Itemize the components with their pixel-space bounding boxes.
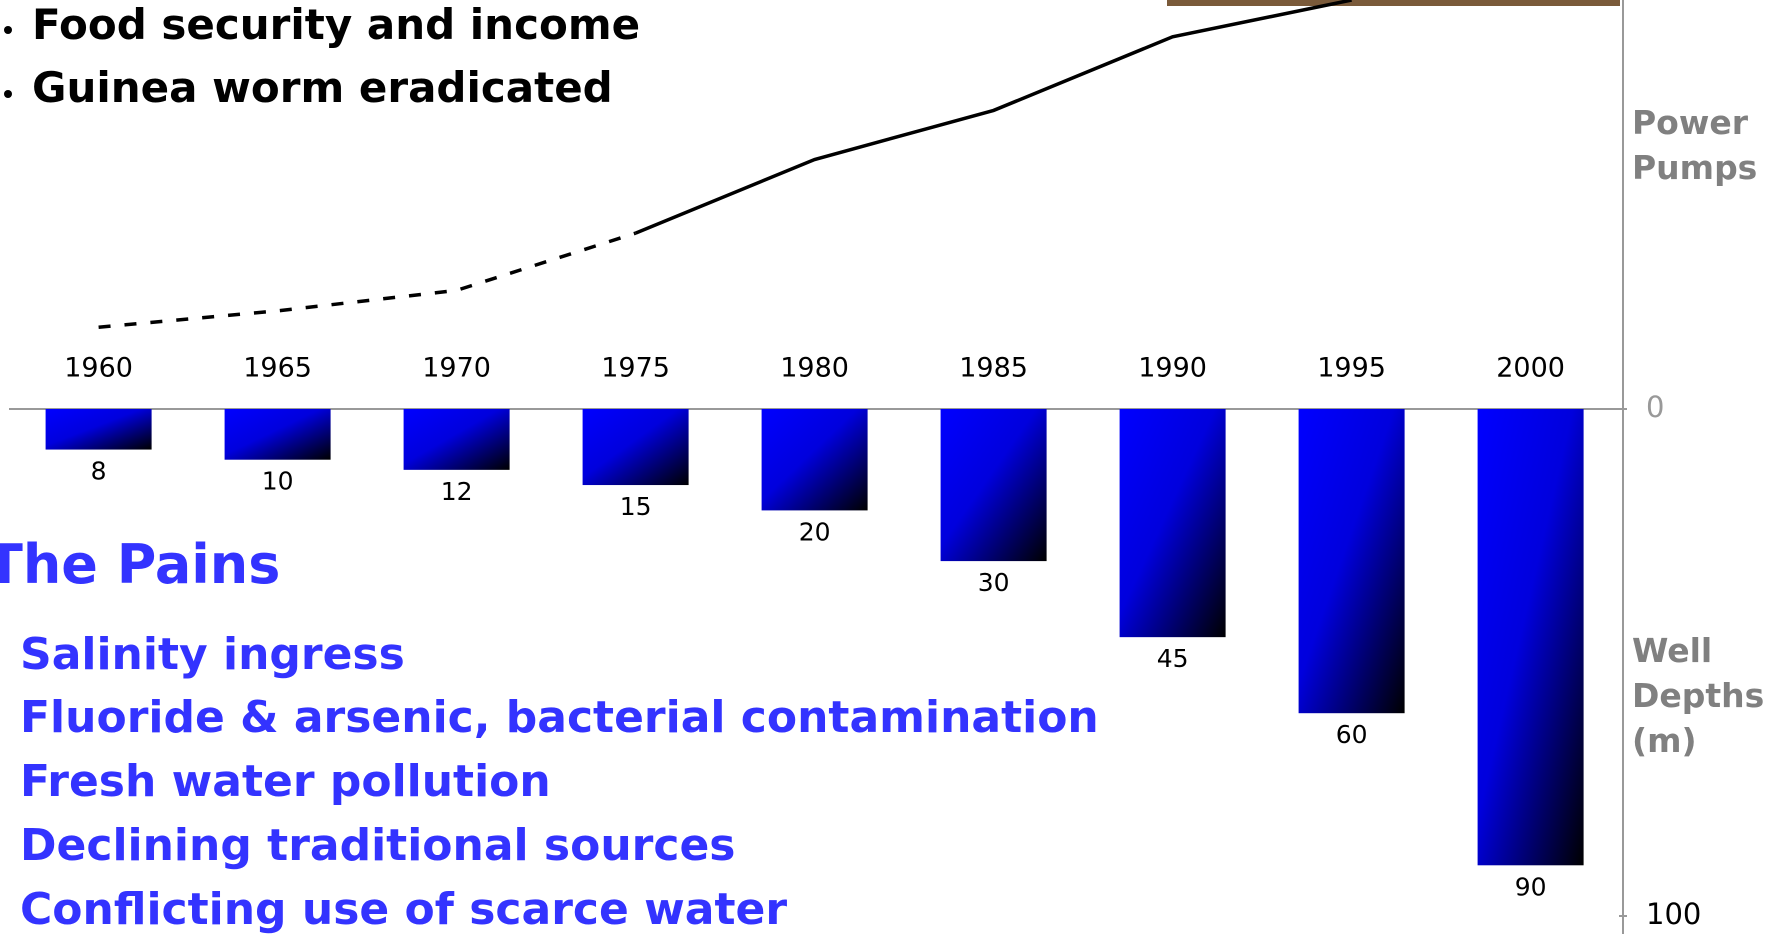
pain-item: Fresh water pollution (20, 760, 551, 804)
bar (1299, 409, 1405, 713)
bullet-dot (4, 90, 12, 98)
pain-item: Fluoride & arsenic, bacterial contaminat… (20, 696, 1099, 740)
x-tick-label: 1985 (959, 353, 1028, 384)
slide: {"bullets": ["Food security and income",… (0, 0, 1768, 934)
pain-item: Declining traditional sources (20, 824, 735, 868)
pain-item: Salinity ingress (20, 633, 405, 677)
value-label: 90 (1515, 872, 1547, 901)
bar (583, 409, 689, 485)
bar (762, 409, 868, 510)
bullet: Guinea worm eradicated (32, 67, 613, 109)
photo (1167, 0, 1620, 6)
bullet: Food security and income (32, 4, 640, 46)
line (636, 0, 1352, 233)
x-tick-label: 1970 (422, 353, 491, 384)
x-tick-label: 1960 (64, 353, 133, 384)
bar (46, 409, 152, 450)
value-label: 12 (441, 477, 473, 506)
value-label: 30 (978, 568, 1010, 597)
value-label: 8 (91, 457, 107, 486)
pain-item: Conflicting use of scarce water (20, 888, 787, 932)
x-tick-label: 1965 (243, 353, 312, 384)
value-label: 20 (799, 517, 831, 546)
y-tick-label: 0 (1646, 390, 1664, 424)
bullet-dot (4, 26, 12, 34)
bar (1478, 409, 1584, 865)
x-tick-label: 2000 (1496, 353, 1565, 384)
bar (941, 409, 1047, 561)
value-label: 10 (262, 467, 294, 496)
value-label: 45 (1157, 644, 1189, 673)
x-tick-label: 1975 (601, 353, 670, 384)
line-dashed (99, 233, 636, 327)
bar (404, 409, 510, 470)
bar (225, 409, 331, 460)
y-tick-label: 100 (1646, 897, 1701, 931)
y2-axis-label: Power Pumps (1632, 100, 1768, 190)
x-tick-label: 1995 (1317, 353, 1386, 384)
bar (1120, 409, 1226, 637)
value-label: 60 (1336, 720, 1368, 749)
pains-title: The Pains (0, 538, 280, 592)
x-tick-label: 1980 (780, 353, 849, 384)
x-tick-label: 1990 (1138, 353, 1207, 384)
value-label: 15 (620, 492, 652, 521)
y-axis-label: Well Depths (m) (1632, 628, 1768, 763)
